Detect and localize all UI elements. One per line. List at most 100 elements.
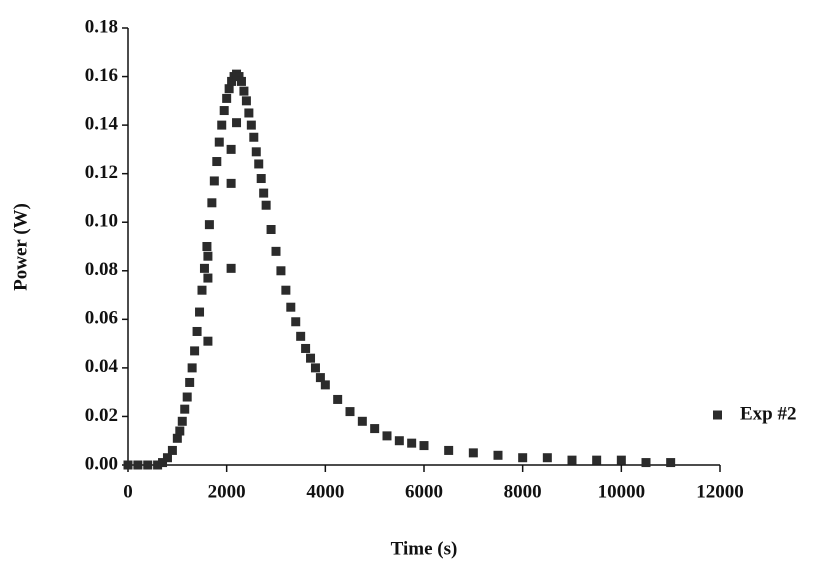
data-point bbox=[333, 394, 343, 404]
data-point bbox=[266, 225, 276, 235]
data-point bbox=[192, 326, 202, 336]
data-point bbox=[222, 93, 232, 103]
data-point bbox=[567, 455, 577, 465]
data-point bbox=[246, 120, 256, 130]
x-tick-label: 6000 bbox=[405, 481, 443, 502]
data-point bbox=[197, 285, 207, 295]
data-point bbox=[190, 346, 200, 356]
data-point bbox=[592, 455, 602, 465]
data-point bbox=[641, 458, 651, 468]
data-point bbox=[185, 377, 195, 387]
data-point bbox=[370, 424, 380, 434]
y-tick-label: 0.10 bbox=[85, 211, 118, 232]
data-point bbox=[182, 392, 192, 402]
data-point bbox=[276, 266, 286, 276]
data-point bbox=[172, 433, 182, 443]
data-point bbox=[286, 302, 296, 312]
data-point bbox=[227, 76, 237, 86]
data-point bbox=[234, 72, 244, 82]
data-point bbox=[236, 76, 246, 86]
data-point bbox=[187, 363, 197, 373]
data-point bbox=[203, 336, 213, 346]
data-point bbox=[315, 373, 325, 383]
data-point bbox=[212, 157, 222, 167]
x-tick-label: 10000 bbox=[598, 481, 646, 502]
data-point bbox=[226, 263, 236, 273]
y-tick-label: 0.06 bbox=[85, 308, 118, 329]
data-point bbox=[493, 450, 503, 460]
data-point bbox=[542, 453, 552, 463]
y-tick-label: 0.12 bbox=[85, 162, 118, 183]
data-point bbox=[310, 363, 320, 373]
data-point bbox=[204, 220, 214, 230]
y-tick-label: 0.04 bbox=[85, 356, 119, 377]
data-point bbox=[175, 426, 185, 436]
y-tick-label: 0.18 bbox=[85, 16, 118, 37]
data-point bbox=[345, 407, 355, 417]
data-point bbox=[419, 441, 429, 451]
x-tick-label: 4000 bbox=[306, 481, 344, 502]
data-point bbox=[666, 458, 676, 468]
data-point bbox=[202, 242, 212, 251]
data-point bbox=[217, 120, 227, 130]
x-tick-label: 0 bbox=[123, 481, 133, 502]
data-point bbox=[167, 445, 177, 455]
data-point bbox=[444, 445, 454, 455]
data-point bbox=[219, 106, 229, 116]
x-tick-label: 12000 bbox=[696, 481, 744, 502]
legend-marker bbox=[713, 410, 722, 420]
data-point bbox=[271, 246, 281, 256]
data-point bbox=[320, 380, 330, 390]
data-point bbox=[226, 178, 236, 188]
y-tick-label: 0.16 bbox=[85, 65, 118, 86]
data-point bbox=[357, 416, 367, 426]
y-tick-label: 0.00 bbox=[85, 453, 118, 474]
y-tick-label: 0.02 bbox=[85, 405, 118, 426]
data-point bbox=[214, 137, 224, 147]
data-point bbox=[180, 404, 190, 414]
x-tick-label: 8000 bbox=[504, 481, 542, 502]
data-point bbox=[199, 263, 209, 273]
data-point bbox=[468, 448, 478, 458]
data-point bbox=[123, 460, 133, 470]
x-tick-label: 2000 bbox=[208, 481, 246, 502]
y-tick-label: 0.08 bbox=[85, 259, 118, 280]
data-point bbox=[224, 84, 234, 94]
data-point bbox=[281, 285, 291, 295]
y-tick-label: 0.14 bbox=[85, 113, 119, 134]
data-point bbox=[239, 86, 249, 96]
data-point bbox=[394, 436, 404, 446]
data-point bbox=[518, 453, 528, 463]
legend-label: Exp #2 bbox=[740, 403, 797, 424]
data-point bbox=[616, 455, 626, 465]
data-point bbox=[249, 132, 259, 142]
data-point bbox=[291, 317, 301, 327]
data-point bbox=[301, 343, 311, 353]
data-point bbox=[177, 416, 187, 426]
data-point bbox=[306, 353, 316, 363]
y-axis-label: Power (W) bbox=[10, 203, 31, 291]
x-axis-label: Time (s) bbox=[391, 538, 458, 559]
data-point bbox=[244, 108, 254, 118]
data-point bbox=[207, 198, 217, 208]
data-point bbox=[158, 458, 168, 468]
data-point bbox=[153, 460, 163, 470]
data-point bbox=[133, 460, 143, 470]
data-point bbox=[241, 96, 251, 106]
data-point bbox=[407, 438, 417, 448]
data-point bbox=[382, 431, 392, 441]
data-point bbox=[254, 159, 264, 169]
data-point bbox=[209, 176, 219, 186]
data-point bbox=[261, 200, 271, 210]
data-point bbox=[226, 144, 236, 154]
data-point bbox=[195, 307, 205, 317]
data-point bbox=[162, 453, 172, 463]
data-point bbox=[203, 251, 213, 261]
data-point bbox=[143, 460, 153, 470]
data-point bbox=[259, 188, 269, 198]
data-point bbox=[251, 147, 261, 157]
data-point bbox=[296, 331, 306, 341]
data-point bbox=[256, 174, 266, 184]
data-point bbox=[203, 273, 213, 283]
